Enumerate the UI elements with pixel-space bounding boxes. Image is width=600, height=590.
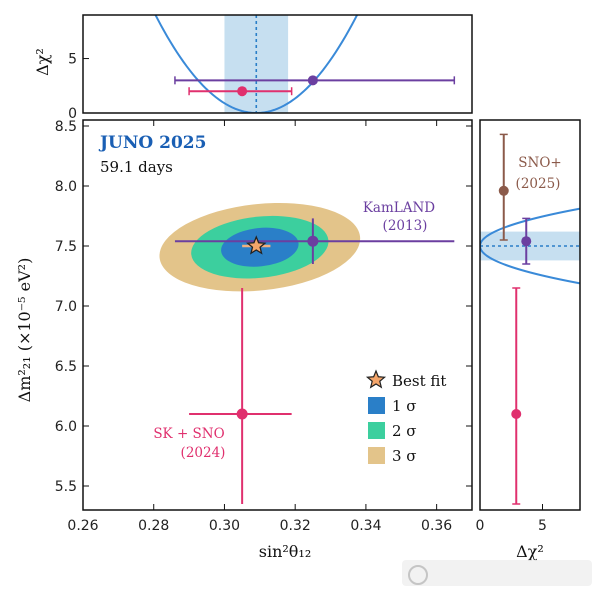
right-plot-area	[480, 133, 580, 505]
point-2	[236, 408, 248, 420]
x-tick-label-6: 0.36	[421, 518, 452, 534]
right-point-1	[498, 185, 509, 196]
x-tick-label-2: 0.28	[138, 518, 169, 534]
watermark-logo-icon	[408, 565, 428, 585]
main-plot-area	[159, 202, 455, 504]
right-point-3	[511, 409, 522, 419]
sno-plus-year-label: (2025)	[516, 176, 561, 192]
main-panel: KamLAND (2013) SK + SNO (2024) Best fit 1 σ 2 …	[55, 119, 473, 534]
legend-label-2: 1 σ	[392, 397, 417, 415]
y-tick-label-4: 7.0	[55, 299, 77, 315]
watermark	[402, 560, 592, 586]
legend-label-1: Best fit	[392, 372, 446, 390]
x-tick-label-5: 0.34	[350, 518, 381, 534]
legend-label-3: 2 σ	[392, 422, 417, 440]
top-y-tick-label-2: 5	[68, 52, 77, 68]
right-panel: SNO+ (2025) 0 5	[476, 119, 581, 534]
legend-label-4: 3 σ	[392, 447, 417, 465]
x-axis-label: sin²θ₁₂	[259, 542, 312, 561]
y-tick-label-2: 6.0	[55, 419, 77, 435]
y-tick-label-7: 8.5	[55, 119, 77, 135]
legend: Best fit 1 σ 2 σ 3 σ	[365, 369, 446, 465]
top-y-axis-label: Δχ²	[33, 48, 52, 76]
top-chi2-curve	[154, 15, 359, 113]
legend-star-icon	[365, 369, 387, 389]
right-point-2	[521, 236, 532, 247]
best-fit-star	[246, 235, 267, 255]
main-frame	[82, 119, 473, 511]
top-frame	[82, 14, 473, 114]
y-tick-label-3: 6.5	[55, 359, 77, 375]
top-plot-area	[154, 15, 456, 113]
top-y-tick-label-1: 0	[68, 106, 77, 122]
y-tick-label-5: 7.5	[55, 239, 77, 255]
sno-plus-label: SNO+	[518, 155, 561, 171]
top-panel: 05	[68, 14, 473, 122]
chart-subtitle: 59.1 days	[100, 158, 173, 176]
chart-title: JUNO 2025	[98, 133, 206, 153]
legend-swatch-1	[368, 397, 385, 414]
sk-sno-label: SK + SNO	[153, 426, 224, 442]
right-frame	[479, 119, 581, 511]
kamland-label: KamLAND	[363, 200, 435, 216]
right-x-tick-label-2: 5	[538, 518, 547, 534]
top-point-2	[307, 75, 318, 86]
y-tick-label-6: 8.0	[55, 179, 77, 195]
x-tick-label-3: 0.30	[209, 518, 240, 534]
right-x-tick-label-1: 0	[476, 518, 485, 534]
y-axis-label: Δm²₂₁ (×10⁻⁵ eV²)	[15, 258, 34, 403]
kamland-year-label: (2013)	[383, 218, 428, 234]
legend-swatch-3	[368, 447, 385, 464]
point-1	[307, 235, 319, 247]
sk-sno-year-label: (2024)	[181, 445, 226, 461]
x-tick-label-1: 0.26	[67, 518, 98, 534]
legend-swatch-2	[368, 422, 385, 439]
top-point-1	[237, 86, 248, 97]
right-x-axis-label: Δχ²	[516, 542, 544, 561]
x-tick-label-4: 0.32	[280, 518, 311, 534]
y-tick-label-1: 5.5	[55, 479, 77, 495]
